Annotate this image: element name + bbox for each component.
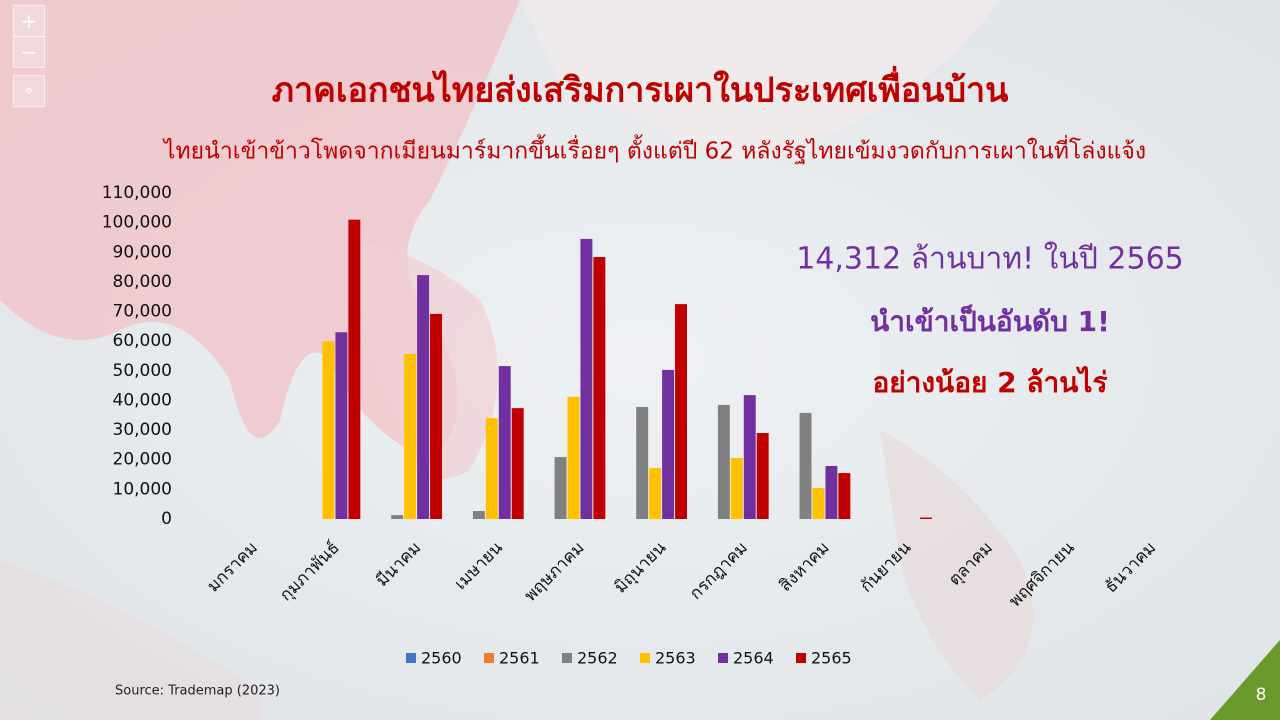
- y-tick-label: 90,000: [113, 242, 172, 262]
- bar: [825, 465, 838, 519]
- bar: [348, 219, 361, 519]
- annotation: นำเข้าเป็นอันดับ 1!: [870, 304, 1110, 338]
- y-tick-label: 60,000: [113, 331, 172, 351]
- bar: [430, 313, 442, 519]
- x-tick-label: มกราคม: [203, 538, 262, 597]
- bar: [636, 406, 649, 519]
- y-tick-label: 30,000: [113, 420, 172, 440]
- annotation: อย่างน้อย 2 ล้านไร่: [872, 366, 1107, 399]
- x-tick-label: กรกฎาคม: [686, 538, 752, 604]
- bar: [812, 487, 825, 519]
- bar: [838, 473, 851, 519]
- bar: [920, 517, 932, 519]
- bar: [498, 366, 511, 519]
- y-tick-label: 20,000: [113, 450, 172, 470]
- bar: [404, 353, 417, 519]
- y-tick-label: 50,000: [113, 361, 172, 381]
- legend-swatch: [796, 653, 806, 663]
- bar: [649, 468, 662, 519]
- x-tick-label: ตุลาคม: [945, 538, 997, 590]
- x-tick-label: กุมภาพันธ์: [276, 538, 344, 606]
- y-tick-label: 10,000: [113, 479, 172, 499]
- legend-label: 2564: [733, 649, 774, 668]
- chart-subtitle: ไทยนำเข้าข้าวโพดจากเมียนมาร์มากขึ้นเรื่อ…: [162, 135, 1146, 165]
- legend-label: 2562: [577, 649, 618, 668]
- legend-swatch: [640, 653, 650, 663]
- bar: [743, 395, 756, 519]
- bar: [662, 369, 675, 519]
- y-tick-label: 0: [161, 509, 172, 529]
- legend-label: 2561: [499, 649, 540, 668]
- bar: [799, 412, 812, 519]
- annotation: 14,312 ล้านบาท! ในปี 2565: [796, 242, 1184, 277]
- x-tick-label: มิถุนายน: [611, 538, 671, 598]
- y-tick-label: 100,000: [102, 213, 172, 233]
- x-tick-label: พฤษภาคม: [521, 538, 589, 606]
- x-tick-label: สิงหาคม: [776, 538, 834, 596]
- legend-swatch: [718, 653, 728, 663]
- bar: [580, 238, 593, 519]
- legend-label: 2563: [655, 649, 696, 668]
- source: Source: Trademap (2023): [115, 684, 280, 699]
- bar: [391, 515, 404, 519]
- legend-swatch: [484, 653, 494, 663]
- y-tick-label: 110,000: [102, 183, 172, 203]
- y-tick-label: 40,000: [113, 390, 172, 410]
- bar: [554, 457, 567, 519]
- bar: [322, 341, 335, 519]
- bar: [567, 396, 580, 519]
- chart-title: ภาคเอกชนไทยส่งเสริมการเผาในประเทศเพื่อนบ…: [272, 66, 1009, 111]
- bar: [511, 408, 524, 519]
- bar: [472, 510, 485, 519]
- x-tick-label: เมษายน: [451, 538, 507, 594]
- bar: [417, 275, 430, 519]
- legend-swatch: [406, 653, 416, 663]
- bar: [485, 418, 498, 519]
- y-tick-label: 80,000: [113, 272, 172, 292]
- bar: [593, 257, 606, 519]
- x-tick-label: กันยายน: [857, 538, 916, 597]
- bar: [717, 404, 730, 519]
- bar: [675, 304, 687, 519]
- bar: [335, 332, 348, 519]
- page-number: 8: [1256, 685, 1267, 705]
- bar: [756, 433, 769, 519]
- bar: [730, 457, 743, 519]
- legend-swatch: [562, 653, 572, 663]
- x-tick-label: พฤศจิกายน: [1005, 538, 1079, 612]
- x-tick-label: มีนาคม: [372, 538, 425, 591]
- zoom-out-button[interactable]: −: [13, 36, 45, 68]
- legend-label: 2560: [421, 649, 462, 668]
- legend-label: 2565: [811, 649, 852, 668]
- location-button[interactable]: ⌖: [13, 75, 45, 107]
- x-tick-label: ธันวาคม: [1101, 538, 1160, 597]
- y-tick-label: 70,000: [113, 302, 172, 322]
